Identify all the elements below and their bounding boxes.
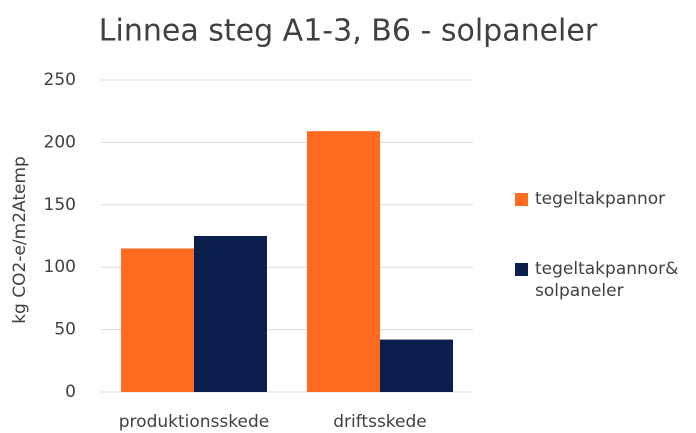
bar [380,339,453,392]
y-tick-label: 0 [65,382,76,402]
y-axis-label: kg CO2-e/m2Atemp [10,156,30,324]
legend-item: tegeltakpannor [515,188,685,210]
y-tick-label: 150 [44,195,76,215]
bar [194,236,267,392]
bar [121,248,194,392]
legend-label: tegeltakpannor [535,189,666,209]
legend-label: tegeltakpannor& solpaneler [535,259,679,301]
legend-swatch [515,193,528,206]
legend: tegeltakpannor tegeltakpannor& solpaneler [515,188,685,350]
x-tick-label: produktionsskede [119,412,269,432]
y-tick-label: 50 [54,320,76,340]
legend-item: tegeltakpannor& solpaneler [515,258,685,302]
y-tick-label: 200 [44,132,76,152]
x-tick-label: driftsskede [333,412,427,432]
y-tick-label: 100 [44,257,76,277]
chart-title: Linnea steg A1-3, B6 - solpaneler [99,14,598,49]
y-tick-label: 250 [44,70,76,90]
bar [307,131,380,392]
legend-swatch [515,263,528,276]
